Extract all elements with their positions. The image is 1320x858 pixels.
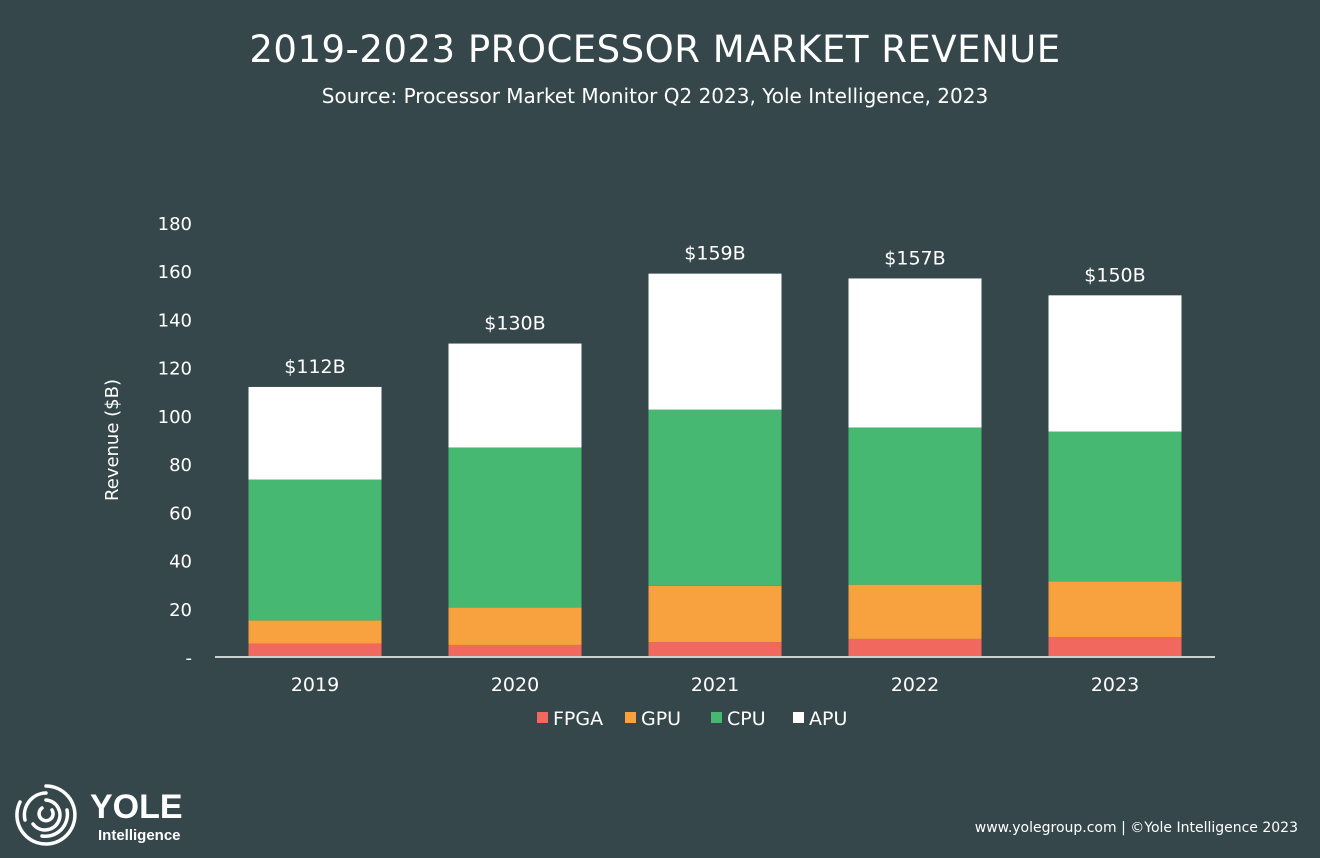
stacked-bar-chart: - 20 40 60 80 100 120 140 160 180 Revenue ($B) $112… bbox=[102, 214, 1215, 730]
svg-text:YOLE: YOLE bbox=[90, 788, 183, 826]
bar-segment-gpu-2020 bbox=[448, 607, 582, 645]
total-label: $130B bbox=[484, 313, 545, 335]
y-tick-label: 120 bbox=[158, 359, 192, 380]
y-tick-label: 80 bbox=[169, 455, 192, 476]
yole-logo: YOLE Intelligence bbox=[15, 784, 183, 846]
x-tick-label: 2019 bbox=[291, 674, 339, 696]
x-tick-label: 2020 bbox=[491, 674, 539, 696]
footer-text: www.yolegroup.com | ©Yole Intelligence 2… bbox=[974, 820, 1298, 836]
bar-segment-gpu-2021 bbox=[648, 585, 782, 643]
bar-segment-gpu-2023 bbox=[1048, 581, 1182, 637]
bar-segment-apu-2022 bbox=[848, 278, 982, 428]
bar-segment-gpu-2022 bbox=[848, 584, 982, 639]
y-tick-label: 180 bbox=[158, 214, 192, 235]
y-tick-label: 100 bbox=[158, 407, 192, 428]
legend-label-apu: APU bbox=[809, 708, 847, 730]
legend-swatch-apu bbox=[793, 712, 804, 723]
bar-segment-cpu-2020 bbox=[448, 447, 582, 608]
bar-segment-apu-2021 bbox=[648, 273, 782, 410]
y-tick-label: - bbox=[186, 648, 193, 669]
legend-swatch-cpu bbox=[711, 712, 722, 723]
legend-swatch-gpu bbox=[625, 712, 636, 723]
total-label: $157B bbox=[884, 247, 945, 269]
legend-swatch-fpga bbox=[537, 712, 548, 723]
y-tick-label: 160 bbox=[158, 262, 192, 283]
chart-subtitle: Source: Processor Market Monitor Q2 2023… bbox=[321, 84, 989, 108]
bar-segment-fpga-2022 bbox=[848, 638, 982, 657]
y-tick-label: 140 bbox=[158, 310, 192, 331]
total-label: $159B bbox=[684, 243, 745, 265]
y-tick-label: 60 bbox=[169, 503, 192, 524]
bar-segment-cpu-2023 bbox=[1048, 431, 1182, 582]
chart-title: 2019-2023 PROCESSOR MARKET REVENUE bbox=[249, 28, 1061, 71]
x-tick-label: 2021 bbox=[691, 674, 739, 696]
y-tick-label: 40 bbox=[169, 552, 192, 573]
y-axis-label: Revenue ($B) bbox=[102, 379, 123, 501]
y-tick-label: 20 bbox=[169, 600, 192, 621]
bar-segment-fpga-2023 bbox=[1048, 636, 1182, 657]
total-label: $112B bbox=[284, 356, 345, 378]
bar-segment-gpu-2019 bbox=[248, 620, 382, 644]
bar-segment-apu-2019 bbox=[248, 386, 382, 480]
bar-segment-apu-2023 bbox=[1048, 295, 1182, 432]
legend-label-cpu: CPU bbox=[727, 708, 766, 730]
bar-segment-fpga-2020 bbox=[448, 644, 582, 657]
x-tick-label: 2022 bbox=[891, 674, 939, 696]
bar-segment-fpga-2021 bbox=[648, 642, 782, 657]
bar-segment-cpu-2022 bbox=[848, 427, 982, 585]
svg-text:Intelligence: Intelligence bbox=[98, 827, 181, 844]
legend-label-gpu: GPU bbox=[641, 708, 681, 730]
bar-segment-cpu-2021 bbox=[648, 409, 782, 586]
legend-label-fpga: FPGA bbox=[553, 708, 603, 730]
bar-segment-fpga-2019 bbox=[248, 643, 382, 657]
x-tick-label: 2023 bbox=[1091, 674, 1139, 696]
bar-segment-apu-2020 bbox=[448, 343, 582, 448]
total-label: $150B bbox=[1084, 264, 1145, 286]
bar-segment-cpu-2019 bbox=[248, 479, 382, 621]
